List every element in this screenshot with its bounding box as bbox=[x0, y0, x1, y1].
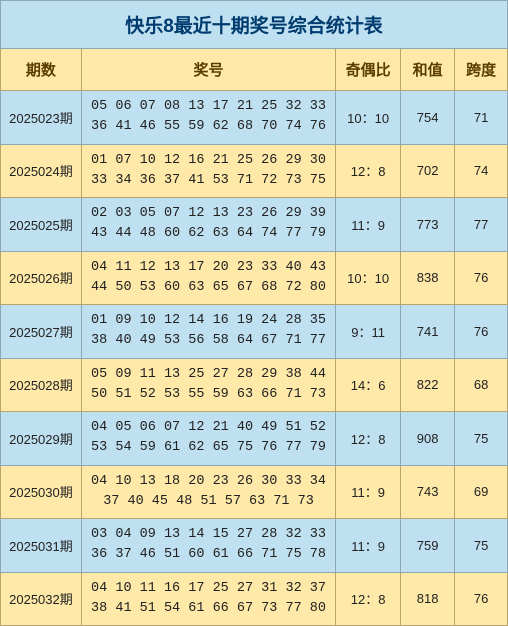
cell-numbers: 04 10 11 16 17 25 27 31 32 37 38 41 51 5… bbox=[81, 572, 335, 626]
cell-ratio: 12：8 bbox=[336, 572, 401, 626]
table-row: 2025027期01 09 10 12 14 16 19 24 28 35 38… bbox=[1, 305, 508, 359]
cell-period: 2025026期 bbox=[1, 251, 82, 305]
cell-ratio: 12：8 bbox=[336, 144, 401, 198]
cell-span: 68 bbox=[455, 358, 508, 412]
table-row: 2025023期05 06 07 08 13 17 21 25 32 33 36… bbox=[1, 91, 508, 145]
cell-span: 75 bbox=[455, 412, 508, 466]
cell-sum: 838 bbox=[401, 251, 455, 305]
cell-span: 76 bbox=[455, 572, 508, 626]
header-span: 跨度 bbox=[455, 49, 508, 91]
cell-ratio: 11：9 bbox=[336, 465, 401, 519]
cell-ratio: 10：10 bbox=[336, 91, 401, 145]
cell-sum: 754 bbox=[401, 91, 455, 145]
cell-ratio: 11：9 bbox=[336, 519, 401, 573]
table-row: 2025028期05 09 11 13 25 27 28 29 38 44 50… bbox=[1, 358, 508, 412]
cell-numbers: 01 09 10 12 14 16 19 24 28 35 38 40 49 5… bbox=[81, 305, 335, 359]
header-row: 期数 奖号 奇偶比 和值 跨度 bbox=[1, 49, 508, 91]
cell-span: 77 bbox=[455, 198, 508, 252]
header-numbers: 奖号 bbox=[81, 49, 335, 91]
table-title: 快乐8最近十期奖号综合统计表 bbox=[1, 1, 508, 49]
cell-sum: 759 bbox=[401, 519, 455, 573]
cell-period: 2025024期 bbox=[1, 144, 82, 198]
cell-span: 69 bbox=[455, 465, 508, 519]
table-row: 2025029期04 05 06 07 12 21 40 49 51 52 53… bbox=[1, 412, 508, 466]
cell-period: 2025027期 bbox=[1, 305, 82, 359]
cell-period: 2025025期 bbox=[1, 198, 82, 252]
table-row: 2025024期01 07 10 12 16 21 25 26 29 30 33… bbox=[1, 144, 508, 198]
cell-span: 74 bbox=[455, 144, 508, 198]
cell-sum: 702 bbox=[401, 144, 455, 198]
cell-numbers: 03 04 09 13 14 15 27 28 32 33 36 37 46 5… bbox=[81, 519, 335, 573]
cell-period: 2025030期 bbox=[1, 465, 82, 519]
cell-period: 2025023期 bbox=[1, 91, 82, 145]
title-row: 快乐8最近十期奖号综合统计表 bbox=[1, 1, 508, 49]
cell-span: 75 bbox=[455, 519, 508, 573]
cell-sum: 908 bbox=[401, 412, 455, 466]
cell-numbers: 04 10 13 18 20 23 26 30 33 34 37 40 45 4… bbox=[81, 465, 335, 519]
header-sum: 和值 bbox=[401, 49, 455, 91]
cell-ratio: 9：11 bbox=[336, 305, 401, 359]
lottery-stats-table: 快乐8最近十期奖号综合统计表 期数 奖号 奇偶比 和值 跨度 2025023期0… bbox=[0, 0, 508, 626]
cell-period: 2025032期 bbox=[1, 572, 82, 626]
cell-sum: 741 bbox=[401, 305, 455, 359]
cell-numbers: 01 07 10 12 16 21 25 26 29 30 33 34 36 3… bbox=[81, 144, 335, 198]
cell-period: 2025031期 bbox=[1, 519, 82, 573]
cell-ratio: 10：10 bbox=[336, 251, 401, 305]
cell-numbers: 05 06 07 08 13 17 21 25 32 33 36 41 46 5… bbox=[81, 91, 335, 145]
cell-numbers: 02 03 05 07 12 13 23 26 29 39 43 44 48 6… bbox=[81, 198, 335, 252]
header-ratio: 奇偶比 bbox=[336, 49, 401, 91]
cell-numbers: 05 09 11 13 25 27 28 29 38 44 50 51 52 5… bbox=[81, 358, 335, 412]
cell-sum: 818 bbox=[401, 572, 455, 626]
cell-period: 2025029期 bbox=[1, 412, 82, 466]
cell-sum: 743 bbox=[401, 465, 455, 519]
table-row: 2025030期04 10 13 18 20 23 26 30 33 34 37… bbox=[1, 465, 508, 519]
cell-sum: 822 bbox=[401, 358, 455, 412]
cell-period: 2025028期 bbox=[1, 358, 82, 412]
table-row: 2025032期04 10 11 16 17 25 27 31 32 37 38… bbox=[1, 572, 508, 626]
cell-span: 76 bbox=[455, 305, 508, 359]
table-row: 2025031期03 04 09 13 14 15 27 28 32 33 36… bbox=[1, 519, 508, 573]
cell-numbers: 04 05 06 07 12 21 40 49 51 52 53 54 59 6… bbox=[81, 412, 335, 466]
cell-ratio: 12：8 bbox=[336, 412, 401, 466]
cell-ratio: 11：9 bbox=[336, 198, 401, 252]
table-row: 2025026期04 11 12 13 17 20 23 33 40 43 44… bbox=[1, 251, 508, 305]
cell-ratio: 14：6 bbox=[336, 358, 401, 412]
cell-span: 76 bbox=[455, 251, 508, 305]
cell-span: 71 bbox=[455, 91, 508, 145]
cell-numbers: 04 11 12 13 17 20 23 33 40 43 44 50 53 6… bbox=[81, 251, 335, 305]
cell-sum: 773 bbox=[401, 198, 455, 252]
header-period: 期数 bbox=[1, 49, 82, 91]
table-row: 2025025期02 03 05 07 12 13 23 26 29 39 43… bbox=[1, 198, 508, 252]
